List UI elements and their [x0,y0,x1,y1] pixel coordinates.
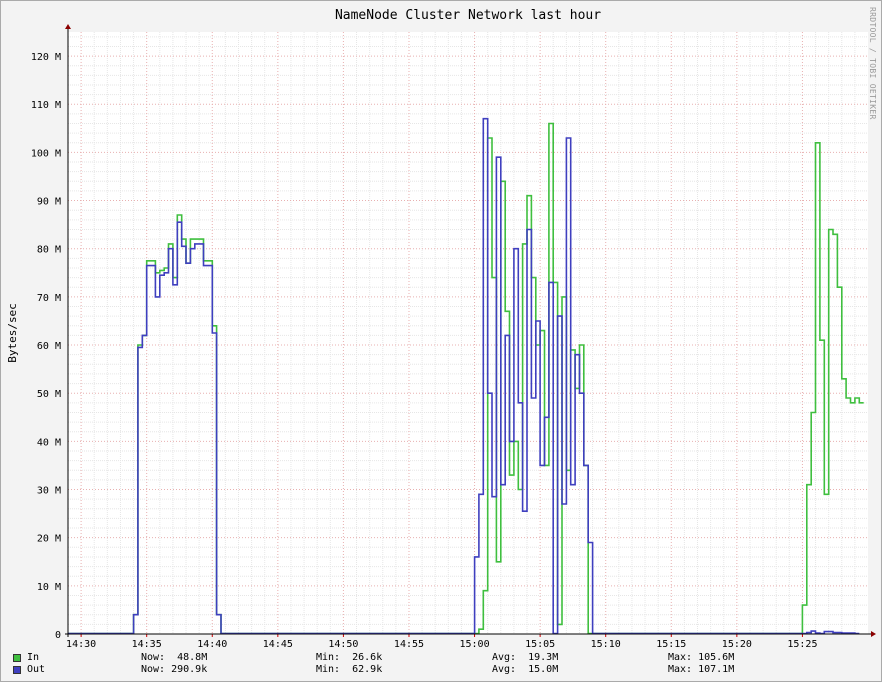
legend-min-in: Min: 26.6k [316,652,383,663]
y-tick-label: 50 M [37,389,61,400]
x-tick-label: 14:35 [132,639,162,650]
legend-avg-in: Avg: 19.3M [492,652,559,663]
legend-now-in: Now: 48.8M [141,652,208,663]
minor-grid [67,32,868,634]
y-tick-label: 40 M [37,437,61,448]
x-tick-label: 14:55 [394,639,424,650]
plot-background [68,32,868,634]
x-tick-label: 15:00 [460,639,490,650]
y-tick-label: 90 M [37,197,61,208]
x-axis-arrow-icon [871,631,876,637]
x-tick-label: 15:10 [591,639,621,650]
x-tick-label: 14:30 [66,639,96,650]
legend-now-out: Now: 290.9k [141,664,208,675]
legend-row-in: In Now: 48.8M Min: 26.6k Avg: 19.3M Max:… [13,652,873,664]
y-tick-label: 60 M [37,341,61,352]
chart-title: NameNode Cluster Network last hour [335,8,601,23]
series-line-out [68,117,860,635]
y-tick-label: 20 M [37,534,61,545]
legend-max-in: Max: 105.6M [668,652,735,663]
y-tick-label: 70 M [37,293,61,304]
legend-max-out: Max: 107.1M [668,664,735,675]
x-tick-label: 15:20 [722,639,752,650]
legend-swatch-out [13,666,21,674]
legend-row-out: Out Now: 290.9k Min: 62.9k Avg: 15.0M Ma… [13,664,873,676]
y-tick-label: 110 M [31,100,61,111]
y-axis-arrow-icon [65,24,71,29]
rrdtool-watermark: RRDTOOL / TOBI OETIKER [868,7,877,120]
legend-avg-out: Avg: 15.0M [492,664,559,675]
legend-label-in: In [27,652,40,663]
y-tick-label: 80 M [37,245,61,256]
x-tick-label: 14:50 [328,639,358,650]
y-tick-label: 10 M [37,582,61,593]
y-tick-label: 30 M [37,486,61,497]
legend: In Now: 48.8M Min: 26.6k Avg: 19.3M Max:… [13,652,873,676]
x-tick-label: 15:25 [787,639,817,650]
axis-layer: 0 10 M 20 M 30 M 40 M 50 M 60 M 70 M 80 M 90 M 100… [31,24,876,650]
y-tick-label: 0 [55,630,61,641]
major-grid [68,32,868,634]
y-tick-label: 120 M [31,52,61,63]
y-tick-label: 100 M [31,148,61,159]
legend-swatch-in [13,654,21,662]
legend-label-out: Out [27,664,46,675]
series-layer [68,117,864,635]
x-tick-label: 15:05 [525,639,555,650]
x-tick-label: 14:45 [263,639,293,650]
network-chart: 0 10 M 20 M 30 M 40 M 50 M 60 M 70 M 80 M 90 M 100… [6,7,877,650]
x-tick-label: 15:15 [656,639,686,650]
x-tick-label: 14:40 [197,639,227,650]
y-axis-label: Bytes/sec [6,303,19,363]
legend-min-out: Min: 62.9k [316,664,383,675]
